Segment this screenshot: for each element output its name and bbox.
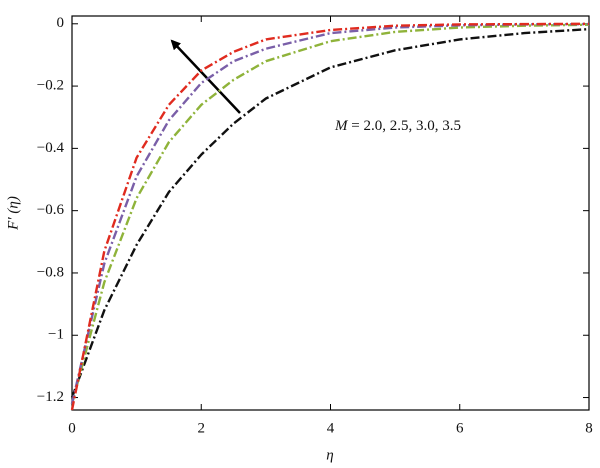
x-tick-label: 6	[456, 420, 464, 436]
trend-arrow	[170, 39, 241, 114]
annotation-symbol: M	[334, 118, 349, 134]
series-line	[70, 22, 590, 405]
y-tick-label: 0	[57, 15, 65, 31]
y-tick-label: −0.6	[37, 202, 65, 218]
annotation-text: = 2.0, 2.5, 3.0, 3.5	[351, 118, 461, 134]
y-tick-label: −0.2	[37, 78, 64, 94]
y-tick-label: −0.4	[37, 140, 65, 156]
series-line	[70, 22, 590, 411]
plot-frame	[71, 15, 590, 411]
y-tick-label: −1	[48, 327, 64, 343]
series-line	[70, 27, 590, 398]
x-tick-label: 0	[68, 420, 76, 436]
x-tick-label: 8	[585, 420, 593, 436]
x-tick-label: 2	[198, 420, 206, 436]
y-tick-label: −1.2	[37, 389, 64, 405]
annotation: M = 2.0, 2.5, 3.0, 3.5	[334, 118, 461, 134]
x-axis-label: η	[326, 447, 333, 463]
y-axis-label: F′ (η)	[5, 196, 21, 231]
y-tick-label: −0.8	[37, 264, 64, 280]
x-tick-label: 4	[327, 420, 335, 436]
series-line	[70, 23, 590, 405]
